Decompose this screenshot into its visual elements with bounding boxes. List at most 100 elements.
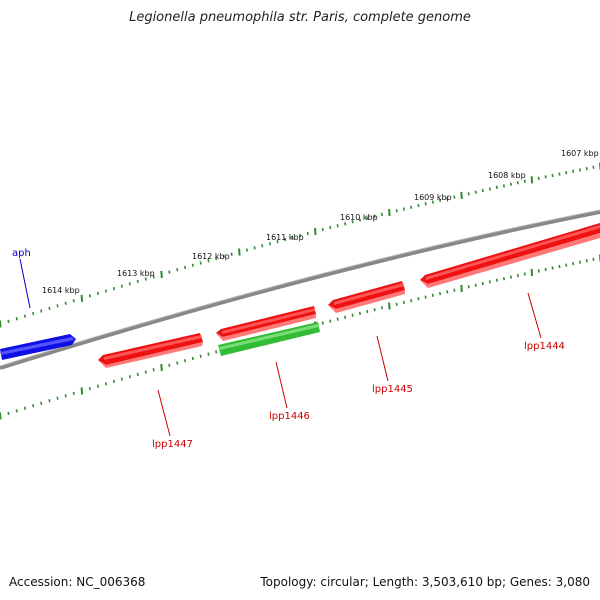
outer-track-minor-tick bbox=[410, 205, 413, 209]
gene-label-lpp1445[interactable]: lpp1445 bbox=[372, 384, 413, 395]
outer-track-minor-tick bbox=[373, 214, 376, 218]
inner-track-minor-tick bbox=[431, 293, 434, 297]
inner-track-major-tick bbox=[160, 363, 163, 372]
outer-track-minor-tick bbox=[215, 256, 218, 261]
inner-track-minor-tick bbox=[366, 309, 369, 314]
outer-track-minor-tick bbox=[395, 209, 398, 213]
outer-track-major-tick bbox=[314, 227, 317, 236]
inner-track-major-tick bbox=[0, 412, 2, 420]
outer-track-minor-tick bbox=[578, 168, 581, 172]
inner-track-minor-tick bbox=[48, 399, 51, 403]
inner-track-minor-tick bbox=[395, 302, 398, 306]
outer-track-minor-tick bbox=[112, 286, 115, 291]
outer-track-minor-tick bbox=[199, 261, 202, 265]
outer-track-major-tick bbox=[80, 294, 84, 302]
inner-track-minor-tick bbox=[23, 406, 26, 410]
inner-track-minor-tick bbox=[558, 264, 561, 269]
inner-track-minor-tick bbox=[215, 350, 218, 354]
outer-track-major-tick bbox=[0, 320, 2, 328]
inner-track-minor-tick bbox=[144, 370, 147, 374]
kbp-label-1608: 1608 kbp bbox=[488, 171, 526, 180]
gene-label-aph[interactable]: aph bbox=[12, 248, 31, 259]
inner-track-minor-tick bbox=[56, 396, 59, 400]
inner-track-minor-tick bbox=[358, 311, 361, 316]
inner-track-minor-tick bbox=[410, 298, 413, 303]
outer-track-minor-tick bbox=[424, 202, 427, 206]
outer-track-minor-tick bbox=[222, 254, 225, 259]
outer-track-minor-tick bbox=[329, 225, 332, 230]
outer-track-minor-tick bbox=[431, 200, 434, 204]
outer-track-minor-tick bbox=[291, 235, 294, 240]
inner-track-minor-tick bbox=[336, 317, 339, 321]
outer-track-minor-tick bbox=[495, 185, 498, 190]
kbp-label-1611: 1611 kbp bbox=[266, 233, 304, 242]
outer-track-minor-tick bbox=[544, 175, 547, 179]
inner-track-minor-tick bbox=[184, 359, 187, 363]
outer-track-minor-tick bbox=[184, 265, 187, 270]
inner-track-major-tick bbox=[388, 302, 391, 310]
inner-track-minor-tick bbox=[15, 409, 18, 413]
gene-lpp1446-highlight[interactable] bbox=[218, 322, 320, 356]
inner-track-minor-tick bbox=[191, 356, 194, 361]
inner-track-minor-tick bbox=[453, 288, 456, 292]
map-title: Legionella pneumophila str. Paris, compl… bbox=[129, 10, 471, 25]
inner-track-minor-tick bbox=[495, 278, 498, 282]
outer-track-minor-tick bbox=[88, 294, 91, 298]
outer-track-minor-tick bbox=[176, 268, 179, 272]
kbp-label-1613: 1613 kbp bbox=[117, 269, 155, 278]
outer-track-minor-tick bbox=[299, 233, 302, 238]
outer-track-minor-tick bbox=[32, 311, 35, 316]
gene-lpp1444[interactable] bbox=[420, 223, 600, 288]
outer-track-minor-tick bbox=[481, 188, 484, 193]
lpp1447-leader-line bbox=[157, 389, 171, 437]
outer-track-minor-tick bbox=[509, 182, 512, 186]
outer-track-minor-tick bbox=[417, 203, 420, 208]
inner-track-minor-tick bbox=[572, 261, 575, 266]
lpp1445-leader-line bbox=[376, 335, 389, 382]
outer-track-minor-tick bbox=[516, 181, 519, 185]
outer-track-minor-tick bbox=[358, 218, 361, 222]
inner-track-minor-tick bbox=[592, 257, 595, 262]
outer-track-minor-tick bbox=[72, 299, 75, 303]
inner-track-minor-tick bbox=[488, 280, 491, 284]
gene-label-lpp1444[interactable]: lpp1444 bbox=[524, 341, 565, 352]
outer-track-minor-tick bbox=[23, 314, 26, 318]
lpp1444-leader-line bbox=[527, 292, 542, 339]
inner-track-minor-tick bbox=[467, 285, 470, 289]
outer-track-major-tick bbox=[530, 176, 534, 184]
outer-track-minor-tick bbox=[168, 270, 171, 274]
outer-track-minor-tick bbox=[558, 172, 561, 176]
inner-track-minor-tick bbox=[551, 266, 554, 270]
outer-track-minor-tick bbox=[366, 216, 369, 220]
inner-track-minor-tick bbox=[88, 386, 91, 391]
gene-label-lpp1446[interactable]: lpp1446 bbox=[269, 411, 310, 422]
gene-lpp1446[interactable] bbox=[216, 306, 316, 341]
inner-track-minor-tick bbox=[64, 394, 67, 398]
outer-track-minor-tick bbox=[48, 306, 51, 311]
gene-lpp1445[interactable] bbox=[328, 281, 405, 313]
outer-track-minor-tick bbox=[351, 220, 354, 224]
gene-label-lpp1447[interactable]: lpp1447 bbox=[152, 439, 193, 450]
outer-track-minor-tick bbox=[537, 176, 540, 181]
outer-track-minor-tick bbox=[321, 227, 324, 232]
inner-track-minor-tick bbox=[578, 260, 581, 264]
outer-track-minor-tick bbox=[152, 275, 155, 279]
inner-track-minor-tick bbox=[40, 401, 43, 405]
outer-track-minor-tick bbox=[268, 242, 271, 246]
outer-track-minor-tick bbox=[467, 192, 470, 196]
kbp-label-1612: 1612 kbp bbox=[192, 252, 230, 261]
inner-track-minor-tick bbox=[7, 411, 10, 416]
outer-track-minor-tick bbox=[284, 237, 287, 242]
gene-lpp1447[interactable] bbox=[98, 333, 203, 368]
outer-track-minor-tick bbox=[144, 277, 147, 281]
outer-track-minor-tick bbox=[253, 246, 256, 250]
outer-track-minor-tick bbox=[136, 279, 139, 284]
gene-aph[interactable] bbox=[0, 334, 76, 360]
outer-track-minor-tick bbox=[245, 248, 248, 252]
outer-track-minor-tick bbox=[336, 224, 339, 228]
inner-track-minor-tick bbox=[351, 313, 354, 317]
outer-track-minor-tick bbox=[474, 190, 477, 194]
inner-track-minor-tick bbox=[136, 372, 139, 377]
outer-track-minor-tick bbox=[40, 309, 43, 313]
